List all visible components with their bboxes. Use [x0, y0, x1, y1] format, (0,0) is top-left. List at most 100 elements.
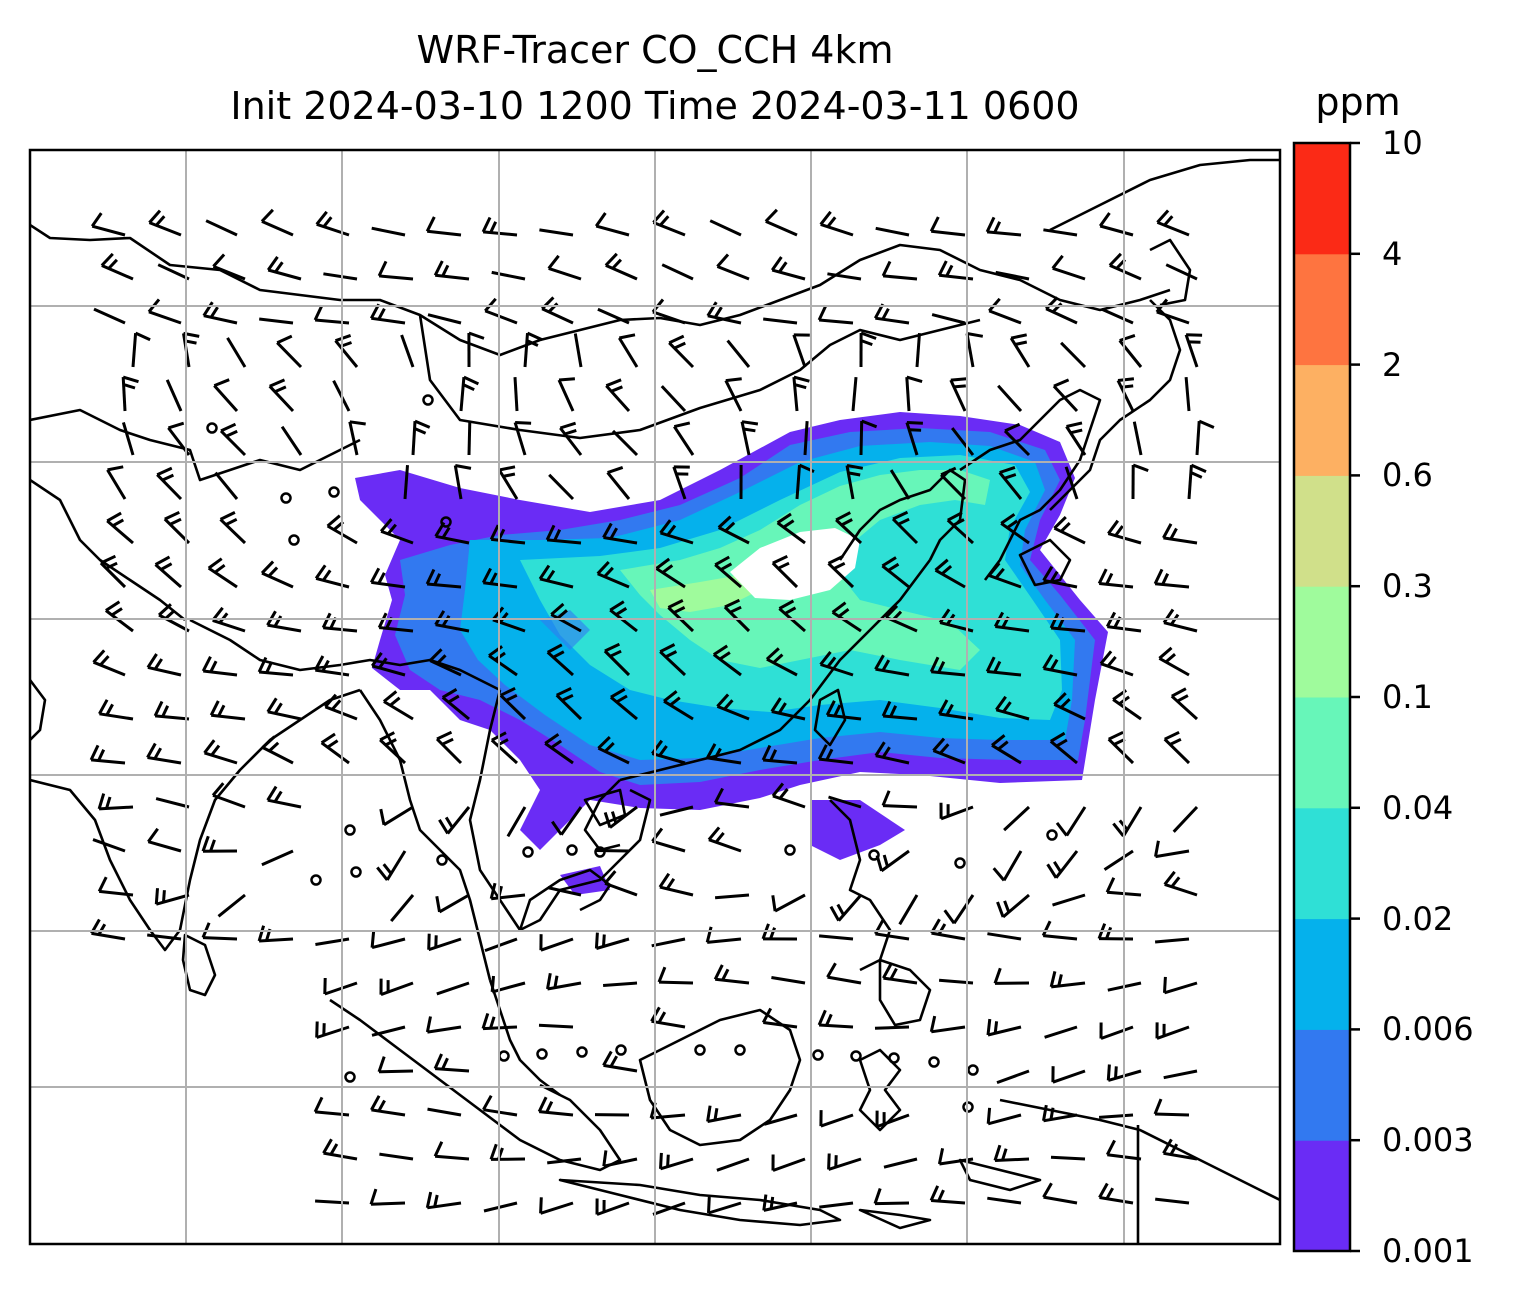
wind-barb [261, 849, 294, 867]
wind-barb [434, 610, 470, 633]
wind-barb [1154, 840, 1190, 859]
wind-barb [100, 252, 134, 281]
wind-barb [1043, 228, 1078, 237]
wind-barb [1042, 565, 1078, 589]
wind-barb [709, 219, 742, 237]
wind-barb [658, 872, 694, 897]
wind-barb [740, 420, 759, 456]
wind-barb [771, 782, 806, 809]
wind-barb [1099, 650, 1134, 677]
border-pakistan [30, 478, 186, 622]
wind-barb [557, 377, 576, 412]
wind-barb [313, 655, 350, 677]
wind-barb [1003, 805, 1031, 832]
wind-barb [131, 331, 151, 368]
wind-barb [1052, 893, 1086, 907]
coastline-myanmar [358, 689, 492, 981]
wind-barb [652, 209, 686, 237]
wind-barb [851, 376, 858, 412]
calm-wind-marker [694, 1044, 706, 1056]
wind-barb [538, 1023, 574, 1029]
calm-wind-marker [850, 1050, 862, 1062]
wind-barb [659, 1152, 694, 1171]
wind-barb [706, 1105, 742, 1123]
wind-barb [98, 699, 134, 721]
wind-barb [819, 1201, 854, 1209]
plume-level-1b [810, 800, 905, 860]
wind-barb [1195, 419, 1215, 456]
wind-barb [827, 555, 855, 589]
wind-barb [548, 473, 575, 501]
wind-barb [146, 653, 182, 677]
wind-barb [609, 600, 638, 633]
wind-barb [1156, 209, 1190, 237]
calm-wind-marker [310, 874, 322, 886]
calm-wind-marker [594, 846, 606, 858]
wind-barb [205, 219, 238, 237]
wind-barb [545, 524, 582, 545]
wind-barb [714, 893, 750, 900]
wind-barb [771, 893, 806, 913]
wind-barb [716, 1157, 750, 1172]
wind-barb [370, 931, 406, 950]
wind-barb [481, 216, 518, 237]
wind-barb [827, 272, 862, 281]
wind-barb [597, 736, 630, 765]
wind-barb [943, 894, 975, 925]
wind-barb [655, 557, 686, 589]
wind-barb [1170, 687, 1199, 721]
wind-barb [438, 806, 471, 835]
wind-barb [1101, 307, 1134, 325]
wind-barb [946, 511, 975, 545]
map-title-line1: WRF-Tracer CO_CCH 4km [416, 28, 894, 72]
wind-barb [539, 934, 574, 952]
wind-barb [776, 512, 806, 545]
wind-barb [379, 1152, 414, 1161]
wind-barb [155, 797, 190, 809]
wind-barb [932, 737, 966, 765]
wind-barb [1050, 1155, 1086, 1161]
wind-barb [817, 1009, 854, 1029]
wind-barb [874, 919, 910, 941]
wind-barb [609, 687, 638, 721]
wind-barb [792, 333, 810, 368]
wind-barb [835, 511, 863, 545]
wind-barb [771, 1154, 806, 1172]
wind-barb [314, 564, 350, 589]
wind-barb [659, 805, 694, 817]
wind-barb [995, 270, 1030, 281]
wind-barb [1049, 971, 1086, 989]
wind-barb [881, 260, 918, 281]
coastline-lesser-sunda [858, 1208, 932, 1230]
wind-barb [819, 210, 854, 237]
wind-barb [323, 272, 358, 281]
calm-wind-marker [888, 1052, 900, 1064]
wind-barb [931, 313, 966, 325]
wind-barb [202, 301, 238, 325]
wind-barb [891, 510, 919, 545]
wind-barb [882, 963, 918, 985]
wind-barb [762, 1194, 798, 1212]
wind-barb [433, 1053, 470, 1073]
calm-wind-marker [576, 1046, 588, 1058]
wind-barb [201, 656, 238, 677]
wind-barb [1184, 376, 1191, 412]
wind-barb [371, 226, 406, 237]
wind-barb [998, 465, 1023, 500]
calm-wind-marker [615, 1044, 627, 1056]
wind-barb [949, 377, 967, 412]
wind-barb [652, 1201, 686, 1216]
wind-barb [659, 643, 687, 677]
wind-barb [763, 1113, 798, 1126]
wind-barb [369, 567, 406, 589]
wind-barb [714, 555, 742, 589]
wind-barb [874, 741, 910, 765]
wind-barb [594, 849, 630, 853]
wind-barb [379, 978, 414, 997]
wind-barb [1163, 870, 1198, 897]
wind-barb [1162, 523, 1198, 545]
wind-barb [825, 700, 862, 721]
wind-barb [602, 981, 638, 987]
wind-barb [90, 918, 126, 941]
wind-barb [1053, 516, 1086, 545]
